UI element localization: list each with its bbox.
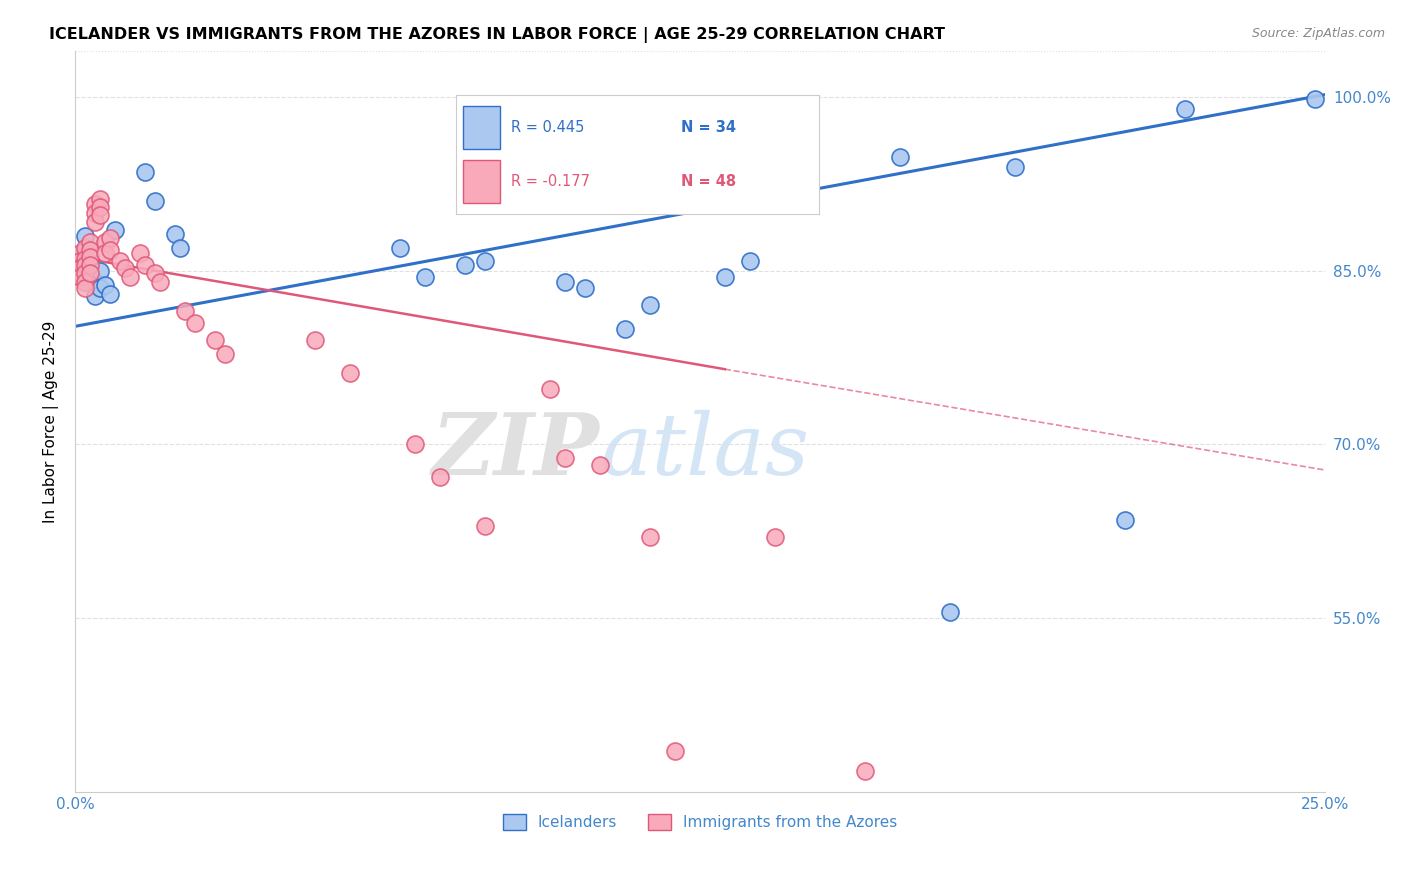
Point [79, 235, 101, 249]
Point [129, 246, 152, 260]
Point [94, 246, 117, 260]
Point [149, 276, 172, 290]
Point [104, 223, 127, 237]
Point [554, 276, 576, 290]
Point [69, 254, 91, 268]
Point [589, 458, 612, 473]
Point [98, 231, 121, 245]
Point [474, 518, 496, 533]
Point [1174, 102, 1197, 116]
Point [1004, 160, 1026, 174]
Point [89, 264, 111, 278]
Point [454, 258, 477, 272]
Point [79, 258, 101, 272]
Point [75, 246, 97, 260]
Point [89, 192, 111, 206]
Point [1114, 513, 1136, 527]
Point [214, 347, 236, 361]
Point [413, 269, 436, 284]
Point [143, 194, 166, 209]
Point [1303, 92, 1326, 106]
Point [738, 254, 761, 268]
Point [75, 258, 97, 272]
Point [75, 229, 97, 244]
Point [79, 250, 101, 264]
Point [114, 261, 136, 276]
Point [75, 252, 97, 267]
Point [763, 530, 786, 544]
Y-axis label: In Labor Force | Age 25-29: In Labor Force | Age 25-29 [44, 320, 59, 523]
Point [84, 196, 107, 211]
Point [429, 470, 451, 484]
Point [79, 258, 101, 272]
Point [89, 200, 111, 214]
Point [134, 165, 156, 179]
Point [94, 235, 117, 249]
Point [69, 246, 91, 260]
Point [574, 281, 596, 295]
Point [98, 286, 121, 301]
Point [79, 250, 101, 264]
Point [89, 208, 111, 222]
Point [388, 241, 411, 255]
Text: ICELANDER VS IMMIGRANTS FROM THE AZORES IN LABOR FORCE | AGE 25-29 CORRELATION C: ICELANDER VS IMMIGRANTS FROM THE AZORES … [49, 27, 945, 43]
Point [664, 744, 686, 758]
Point [75, 281, 97, 295]
Text: ZIP: ZIP [432, 409, 600, 492]
Point [84, 206, 107, 220]
Point [613, 321, 636, 335]
Point [108, 254, 131, 268]
Point [554, 451, 576, 466]
Point [889, 150, 911, 164]
Point [165, 227, 187, 241]
Point [638, 298, 661, 312]
Text: atlas: atlas [600, 409, 808, 492]
Point [84, 276, 107, 290]
Point [538, 382, 561, 396]
Point [339, 366, 361, 380]
Point [184, 316, 207, 330]
Point [84, 289, 107, 303]
Point [169, 241, 191, 255]
Point [474, 254, 496, 268]
Point [143, 266, 166, 280]
Point [638, 530, 661, 544]
Point [75, 241, 97, 255]
Text: Source: ZipAtlas.com: Source: ZipAtlas.com [1251, 27, 1385, 40]
Point [120, 269, 142, 284]
Point [69, 269, 91, 284]
Point [98, 243, 121, 257]
Point [69, 266, 91, 280]
Point [79, 243, 101, 257]
Point [714, 269, 737, 284]
Point [79, 266, 101, 280]
Point [853, 764, 876, 778]
Point [304, 333, 326, 347]
Point [79, 266, 101, 280]
Point [89, 281, 111, 295]
Point [75, 276, 97, 290]
Point [75, 266, 97, 280]
Point [69, 258, 91, 272]
Point [174, 304, 197, 318]
Point [84, 215, 107, 229]
Point [204, 333, 226, 347]
Point [69, 261, 91, 276]
Point [94, 277, 117, 292]
Point [134, 258, 156, 272]
Point [404, 437, 426, 451]
Legend: Icelanders, Immigrants from the Azores: Icelanders, Immigrants from the Azores [496, 808, 903, 836]
Point [939, 606, 962, 620]
